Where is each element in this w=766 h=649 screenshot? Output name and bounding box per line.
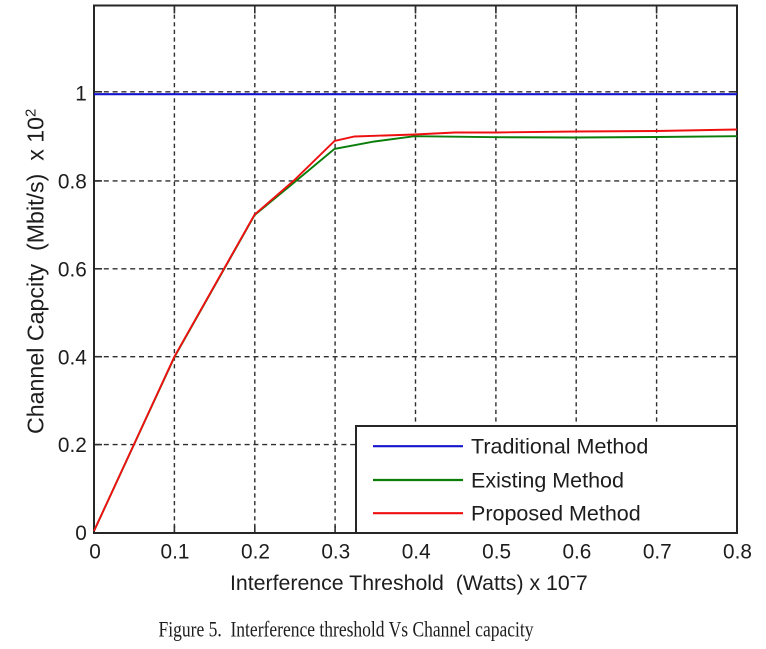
svg-text:Interference Threshold (Watts: Interference Threshold (Watts) x 10-7 — [230, 566, 588, 595]
svg-text:0.6: 0.6 — [58, 258, 87, 281]
svg-text:0: 0 — [75, 522, 87, 545]
svg-text:Traditional Method: Traditional Method — [471, 435, 648, 459]
svg-text:Channel Capcity (Mbit/s) x 1: Channel Capcity (Mbit/s) x 102 — [23, 109, 49, 434]
svg-text:0.8: 0.8 — [58, 171, 87, 194]
svg-text:0.7: 0.7 — [643, 541, 672, 564]
svg-text:0.6: 0.6 — [562, 541, 591, 564]
svg-text:0.2: 0.2 — [241, 541, 270, 564]
svg-text:0.3: 0.3 — [321, 541, 350, 564]
svg-text:1: 1 — [75, 83, 87, 106]
svg-text:0.8: 0.8 — [723, 541, 752, 564]
svg-text:0.5: 0.5 — [482, 541, 511, 564]
svg-text:0.4: 0.4 — [58, 346, 87, 369]
svg-text:0: 0 — [89, 541, 101, 564]
svg-text:0.1: 0.1 — [161, 541, 190, 564]
svg-text:Existing Method: Existing Method — [471, 468, 624, 492]
svg-text:0.2: 0.2 — [58, 434, 87, 457]
svg-text:Proposed Method: Proposed Method — [471, 502, 641, 526]
svg-text:Figure 5. Interference thresh: Figure 5. Interference threshold Vs Chan… — [159, 617, 534, 642]
svg-text:0.4: 0.4 — [402, 541, 431, 564]
